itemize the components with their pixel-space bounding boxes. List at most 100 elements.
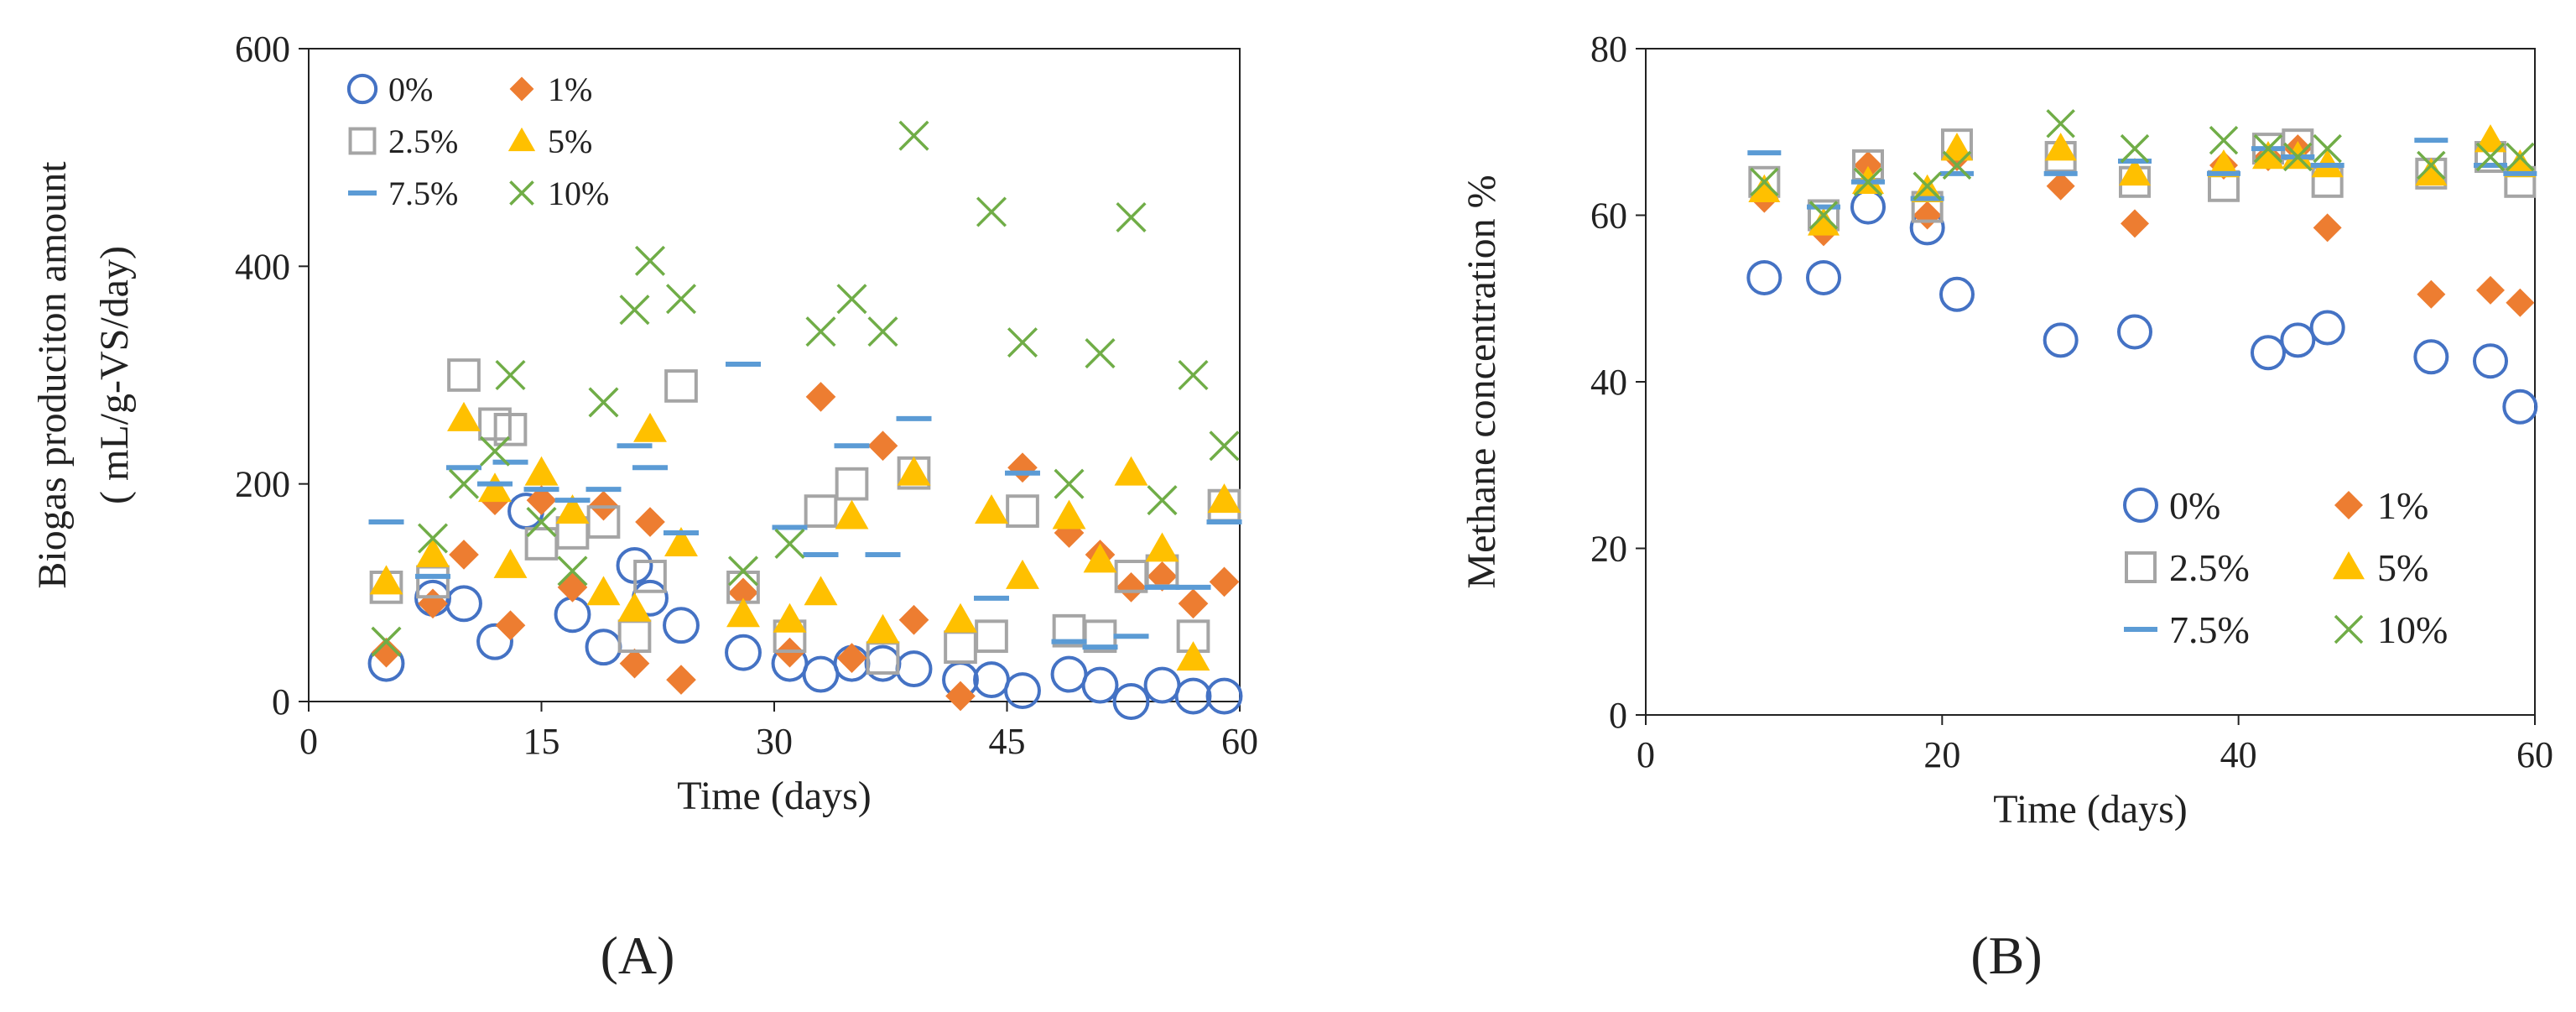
data-point <box>1750 167 1779 197</box>
data-point <box>976 196 1007 227</box>
data-point <box>664 527 698 556</box>
data-point <box>588 387 619 418</box>
data-point <box>369 565 403 595</box>
legend-label: 2.5% <box>2169 546 2250 589</box>
data-point <box>2280 322 2316 358</box>
data-point <box>1112 683 1150 720</box>
data-point <box>2252 141 2284 170</box>
legend-marker <box>2333 551 2365 580</box>
y-tick-label: 80 <box>1590 29 1627 70</box>
data-point <box>1116 201 1147 233</box>
chart-b: 0 20 40 60 0 20 40 60 80 Time (days) Methane conce… <box>1460 29 2553 832</box>
data-point <box>2046 109 2075 138</box>
data-point <box>2251 335 2286 371</box>
y-tick-label: 400 <box>235 246 290 287</box>
data-point <box>1147 485 1178 516</box>
data-point <box>666 665 696 695</box>
data-point <box>2506 288 2535 317</box>
data-point <box>634 245 666 276</box>
data-point <box>2043 322 2079 358</box>
x-tick-label: 20 <box>1923 734 1960 775</box>
data-point <box>774 528 805 560</box>
data-point <box>2476 275 2505 305</box>
x-tick-label: 60 <box>1221 721 1258 762</box>
series-5pct <box>369 401 1241 671</box>
data-point <box>633 412 667 442</box>
data-point <box>557 572 588 603</box>
data-point <box>2120 133 2150 164</box>
data-point <box>898 604 929 635</box>
data-point <box>1050 655 1088 693</box>
panel-label-b: (B) <box>1970 926 2042 985</box>
legend-marker <box>346 73 378 105</box>
data-point <box>725 634 762 671</box>
data-point <box>619 295 650 326</box>
panel-label-a: (A) <box>601 926 675 985</box>
y-tick-label: 0 <box>272 681 290 722</box>
data-point <box>478 472 512 503</box>
data-point <box>1941 133 1973 161</box>
legend-label: 0% <box>388 70 433 108</box>
data-point <box>2415 157 2448 186</box>
data-point <box>633 560 667 593</box>
data-point <box>836 284 867 315</box>
data-point <box>835 467 869 501</box>
data-point <box>866 613 900 644</box>
data-point <box>635 507 665 537</box>
data-point <box>805 382 836 412</box>
data-point <box>371 637 402 668</box>
data-point <box>2417 279 2446 309</box>
legend-label: 2.5% <box>388 123 458 160</box>
data-point <box>476 623 513 660</box>
data-point <box>1912 171 1942 201</box>
data-point <box>1145 532 1179 562</box>
y-tick-label: 0 <box>1609 695 1627 736</box>
data-point <box>1808 207 1840 236</box>
data-point <box>1176 641 1210 671</box>
data-point <box>617 592 652 622</box>
legend-label: 7.5% <box>2169 608 2250 651</box>
data-point <box>2119 157 2151 186</box>
data-point <box>1178 588 1209 619</box>
data-point <box>586 576 621 606</box>
y-tick-label: 600 <box>235 29 290 70</box>
y-axis-title-units: ( mL/g-VS/day) <box>92 246 137 504</box>
data-point <box>1939 276 1975 312</box>
legend-label: 10% <box>2377 608 2448 651</box>
data-point <box>864 644 902 682</box>
data-point <box>802 655 840 693</box>
data-point <box>445 585 482 623</box>
data-point <box>944 603 977 633</box>
data-point <box>493 548 528 578</box>
legend: 0% 1% 2.5% 5% 7.5% 10% <box>2123 484 2448 651</box>
data-point <box>1942 150 1972 180</box>
x-tick-label: 40 <box>2220 734 2257 775</box>
legend-marker <box>2125 551 2157 583</box>
legend-label: 7.5% <box>388 175 458 212</box>
data-point <box>479 436 511 467</box>
data-point <box>2208 149 2240 178</box>
data-point <box>2046 171 2075 201</box>
data-point <box>2283 142 2313 172</box>
data-point <box>1006 494 1039 528</box>
data-point <box>1052 499 1086 529</box>
data-point <box>447 358 481 392</box>
data-point <box>1085 338 1116 369</box>
data-point <box>586 505 621 539</box>
data-point <box>1178 359 1209 391</box>
data-point <box>2506 142 2535 172</box>
legend-marker <box>2123 488 2158 523</box>
data-point <box>2309 310 2345 346</box>
data-point <box>944 630 977 665</box>
data-point <box>585 629 622 666</box>
legend-label: 1% <box>2377 484 2428 527</box>
data-point <box>1748 174 1781 202</box>
data-point <box>663 607 700 644</box>
data-point <box>418 588 448 619</box>
legend-marker <box>348 127 377 155</box>
data-point <box>617 619 652 654</box>
data-point <box>1083 543 1117 573</box>
data-point <box>554 596 591 634</box>
